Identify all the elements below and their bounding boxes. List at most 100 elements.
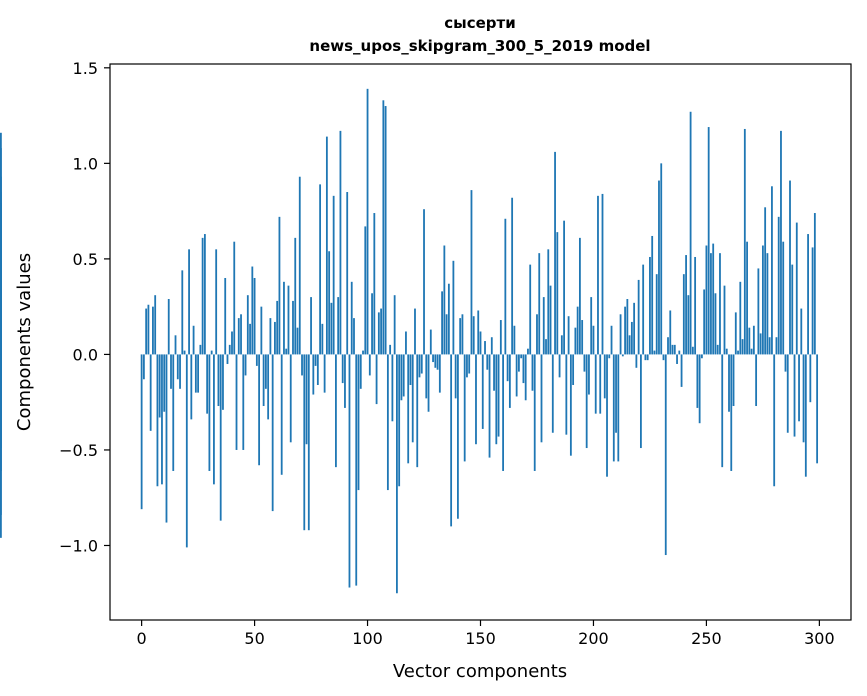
bar — [292, 300, 294, 355]
bar — [312, 354, 315, 395]
bar — [565, 354, 568, 435]
bar — [386, 354, 389, 491]
bar — [594, 354, 597, 414]
bar — [285, 348, 288, 355]
x-tick-label: 100 — [352, 629, 383, 648]
bar — [554, 151, 556, 355]
bar — [664, 354, 667, 556]
bar-series — [0, 88, 819, 594]
bar — [314, 354, 317, 366]
bar — [402, 354, 405, 397]
bar — [197, 354, 200, 393]
bar — [680, 354, 683, 387]
bar — [630, 321, 633, 355]
bar — [217, 354, 220, 407]
bar — [466, 354, 468, 378]
bar — [542, 297, 545, 355]
bar — [454, 354, 457, 399]
bar — [459, 318, 462, 355]
bar — [484, 341, 486, 355]
bar — [176, 354, 179, 380]
bar — [246, 295, 249, 355]
bar — [813, 213, 816, 355]
bar — [786, 354, 789, 433]
bar — [262, 354, 265, 407]
bar — [621, 354, 624, 357]
x-tick-label: 0 — [137, 629, 147, 648]
bar — [739, 281, 742, 355]
bar — [599, 354, 602, 414]
bar — [707, 127, 710, 355]
bar — [737, 350, 739, 355]
bar — [301, 354, 303, 376]
bar — [405, 331, 407, 355]
x-axis-label: Vector components — [393, 661, 567, 682]
x-tick-label: 300 — [804, 629, 835, 648]
bar — [696, 354, 699, 408]
bar — [746, 241, 748, 355]
bar — [477, 310, 480, 355]
bar — [341, 354, 344, 384]
bar — [522, 354, 525, 384]
bar — [389, 344, 392, 355]
bar — [330, 302, 333, 355]
bar — [201, 237, 204, 355]
bar — [441, 291, 443, 355]
x-tick-label: 200 — [578, 629, 609, 648]
bar — [274, 321, 276, 355]
bar — [436, 354, 439, 370]
bar — [608, 354, 611, 359]
bar — [497, 354, 500, 437]
bar — [780, 130, 782, 355]
bar — [348, 354, 351, 588]
bar — [142, 354, 145, 380]
y-tick-label: 1.5 — [73, 59, 98, 78]
y-tick-label: −1.0 — [59, 536, 98, 555]
bar — [226, 354, 229, 364]
bar — [319, 184, 322, 355]
bar — [145, 308, 148, 355]
bar — [486, 354, 489, 370]
bar — [673, 344, 676, 355]
bar — [233, 241, 236, 355]
bar — [163, 354, 166, 412]
bar — [219, 354, 222, 521]
bar — [475, 354, 477, 445]
bar — [213, 354, 215, 485]
bar — [244, 354, 247, 376]
bar — [502, 354, 504, 471]
bar — [258, 354, 261, 466]
x-tick-label: 50 — [244, 629, 264, 648]
bar — [321, 323, 324, 355]
bar — [531, 354, 534, 391]
bar — [396, 354, 398, 594]
bar — [325, 136, 328, 355]
bar — [362, 350, 364, 355]
bar — [194, 354, 197, 393]
bar — [538, 253, 541, 355]
bar — [427, 354, 430, 412]
bar — [714, 293, 717, 355]
bar — [691, 346, 694, 355]
bar — [165, 354, 168, 523]
bar — [807, 234, 809, 355]
bar — [784, 354, 787, 372]
bar — [775, 337, 778, 355]
bar — [705, 245, 708, 355]
bar — [603, 354, 606, 399]
bar — [766, 253, 769, 355]
bar — [493, 354, 495, 391]
bar — [305, 354, 308, 445]
bar — [271, 354, 274, 512]
bar — [712, 243, 715, 355]
bar — [752, 325, 755, 355]
bar — [721, 354, 724, 468]
y-tick-label: −0.5 — [59, 441, 98, 460]
bar — [391, 354, 394, 422]
bar — [183, 350, 186, 355]
bar — [710, 253, 712, 355]
bar — [181, 270, 184, 355]
bar — [716, 344, 719, 355]
bar — [278, 216, 281, 355]
